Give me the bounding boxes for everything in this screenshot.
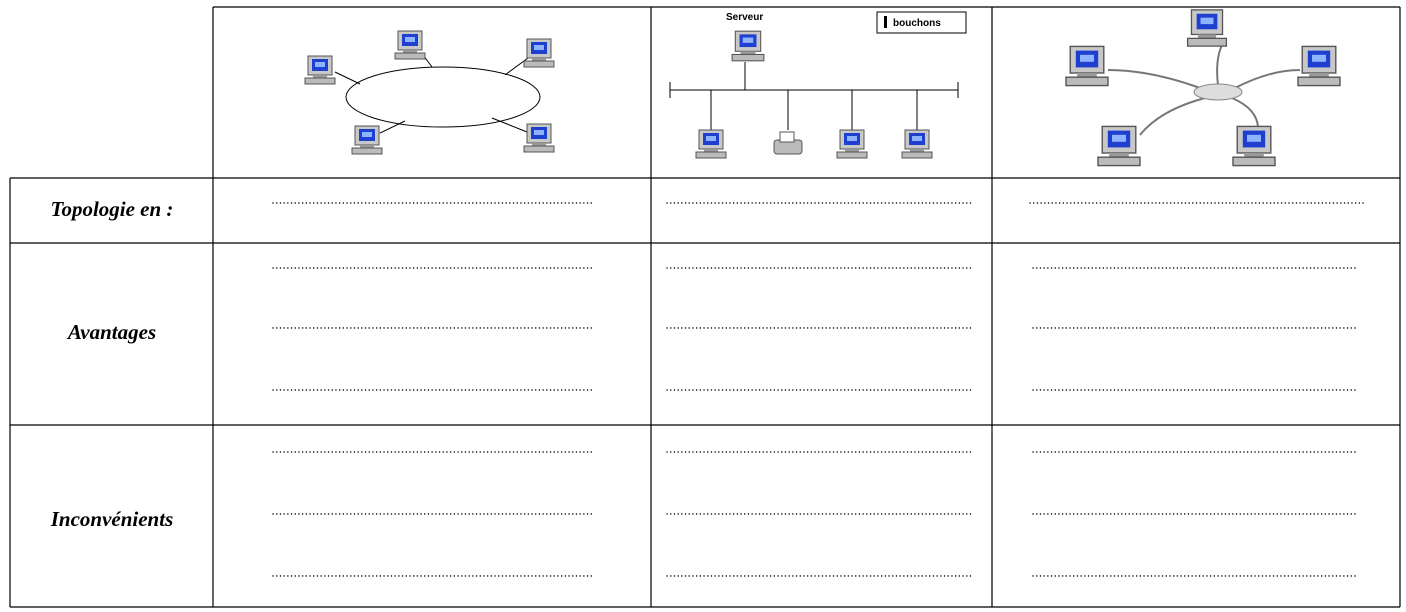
row-label: Inconvénients <box>50 507 174 531</box>
row-label: Topologie en : <box>51 197 174 221</box>
star-diagram <box>1065 9 1341 167</box>
server-label: Serveur <box>726 12 763 23</box>
row-label: Avantages <box>66 320 156 344</box>
legend-label: bouchons <box>893 18 941 29</box>
table-borders <box>9 6 1401 608</box>
answer-blanks <box>272 202 1367 577</box>
bus-diagram: Serveur bouchons <box>669 11 967 159</box>
ring-diagram <box>304 30 555 155</box>
printer <box>773 131 803 155</box>
